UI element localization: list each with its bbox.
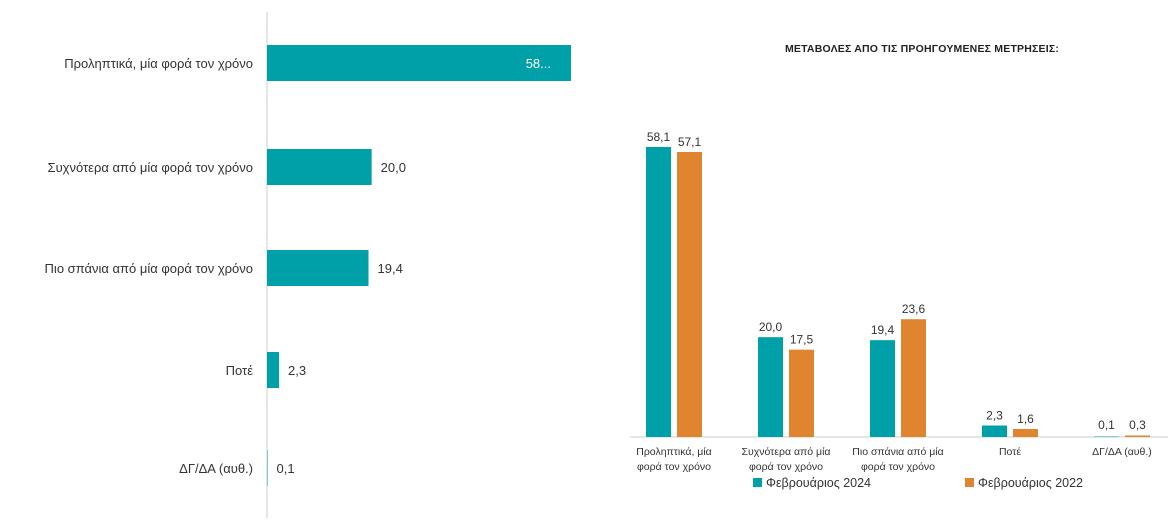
bar-2022: [789, 349, 814, 437]
right-category-label: Προληπτικά, μία: [636, 446, 712, 458]
left-bar: [267, 45, 571, 81]
value-label-2024: 0,1: [1098, 418, 1115, 432]
left-horizontal-bar-chart: Προληπτικά, μία φορά τον χρόνο 58... Συχνό…: [45, 12, 571, 518]
right-category-label: φορά τον χρόνο: [749, 461, 823, 473]
legend-swatch-2022: [965, 478, 974, 487]
bar-2022: [677, 151, 702, 437]
value-label-2022: 57,1: [678, 135, 702, 149]
left-category-label: Συχνότερα από μία φορά τον χρόνο: [48, 160, 253, 175]
right-category-label: Ποτέ: [999, 446, 1021, 458]
right-grouped-bar-chart: ΜΕΤΑΒΟΛΕΣ ΑΠΟ ΤΙΣ ΠΡΟΗΓΟΥΜΕΝΕΣ ΜΕΤΡΗΣΕΙΣ…: [630, 43, 1168, 490]
value-label-2022: 23,6: [902, 302, 926, 316]
left-value-label: 0,1: [277, 461, 295, 476]
left-category-label: Πιο σπάνια από μία φορά τον χρόνο: [45, 261, 253, 276]
value-label-2024: 19,4: [871, 323, 895, 337]
left-category-label: Προληπτικά, μία φορά τον χρόνο: [64, 56, 253, 71]
value-label-2024: 58,1: [647, 130, 671, 144]
left-value-label: 2,3: [288, 363, 306, 378]
bar-2022: [1013, 429, 1038, 437]
legend-label-2024: Φεβρουάριος 2024: [766, 476, 871, 490]
right-category-label: Συχνότερα από μία: [742, 446, 831, 458]
bar-2022: [901, 319, 926, 437]
left-bar: [267, 352, 280, 388]
right-category-label: φορά τον χρόνο: [861, 461, 935, 473]
bar-2024: [982, 425, 1007, 437]
right-category-label: Πιο σπάνια από μία: [852, 446, 943, 458]
right-category-label: φορά τον χρόνο: [637, 461, 711, 473]
bar-2024: [646, 147, 671, 437]
left-bar: [267, 450, 268, 486]
left-value-label: 58...: [526, 56, 551, 71]
left-value-label: 20,0: [381, 160, 406, 175]
value-label-2024: 2,3: [986, 409, 1003, 423]
value-label-2022: 17,5: [790, 333, 814, 347]
value-label-2022: 1,6: [1017, 412, 1034, 426]
left-bar: [267, 250, 369, 286]
value-label-2022: 0,3: [1129, 418, 1146, 432]
bar-2024: [758, 337, 783, 437]
legend-swatch-2024: [753, 478, 762, 487]
left-category-label: ΔΓ/ΔΑ (αυθ.): [179, 461, 253, 476]
bar-2024: [870, 340, 895, 437]
left-category-label: Ποτέ: [226, 363, 254, 378]
bar-2022: [1125, 435, 1150, 437]
left-value-label: 19,4: [378, 261, 403, 276]
left-bar: [267, 149, 372, 185]
right-category-label: ΔΓ/ΔΑ (αυθ.): [1092, 446, 1152, 458]
right-chart-title: ΜΕΤΑΒΟΛΕΣ ΑΠΟ ΤΙΣ ΠΡΟΗΓΟΥΜΕΝΕΣ ΜΕΤΡΗΣΕΙΣ…: [785, 43, 1059, 55]
value-label-2024: 20,0: [759, 320, 783, 334]
legend-label-2022: Φεβρουάριος 2022: [978, 476, 1083, 490]
